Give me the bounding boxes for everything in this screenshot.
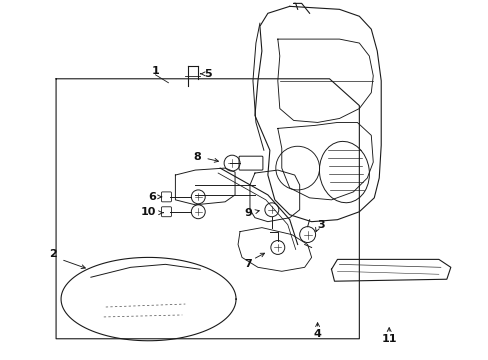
Text: 4: 4 [313, 329, 321, 339]
Text: 7: 7 [244, 259, 251, 269]
Text: 9: 9 [244, 208, 251, 218]
Text: 6: 6 [148, 192, 156, 202]
Text: 5: 5 [204, 69, 212, 79]
Text: 11: 11 [381, 334, 396, 344]
Text: 8: 8 [193, 152, 201, 162]
Text: 10: 10 [141, 207, 156, 217]
Text: 1: 1 [151, 66, 159, 76]
Text: 2: 2 [49, 249, 57, 260]
Text: 3: 3 [317, 220, 325, 230]
